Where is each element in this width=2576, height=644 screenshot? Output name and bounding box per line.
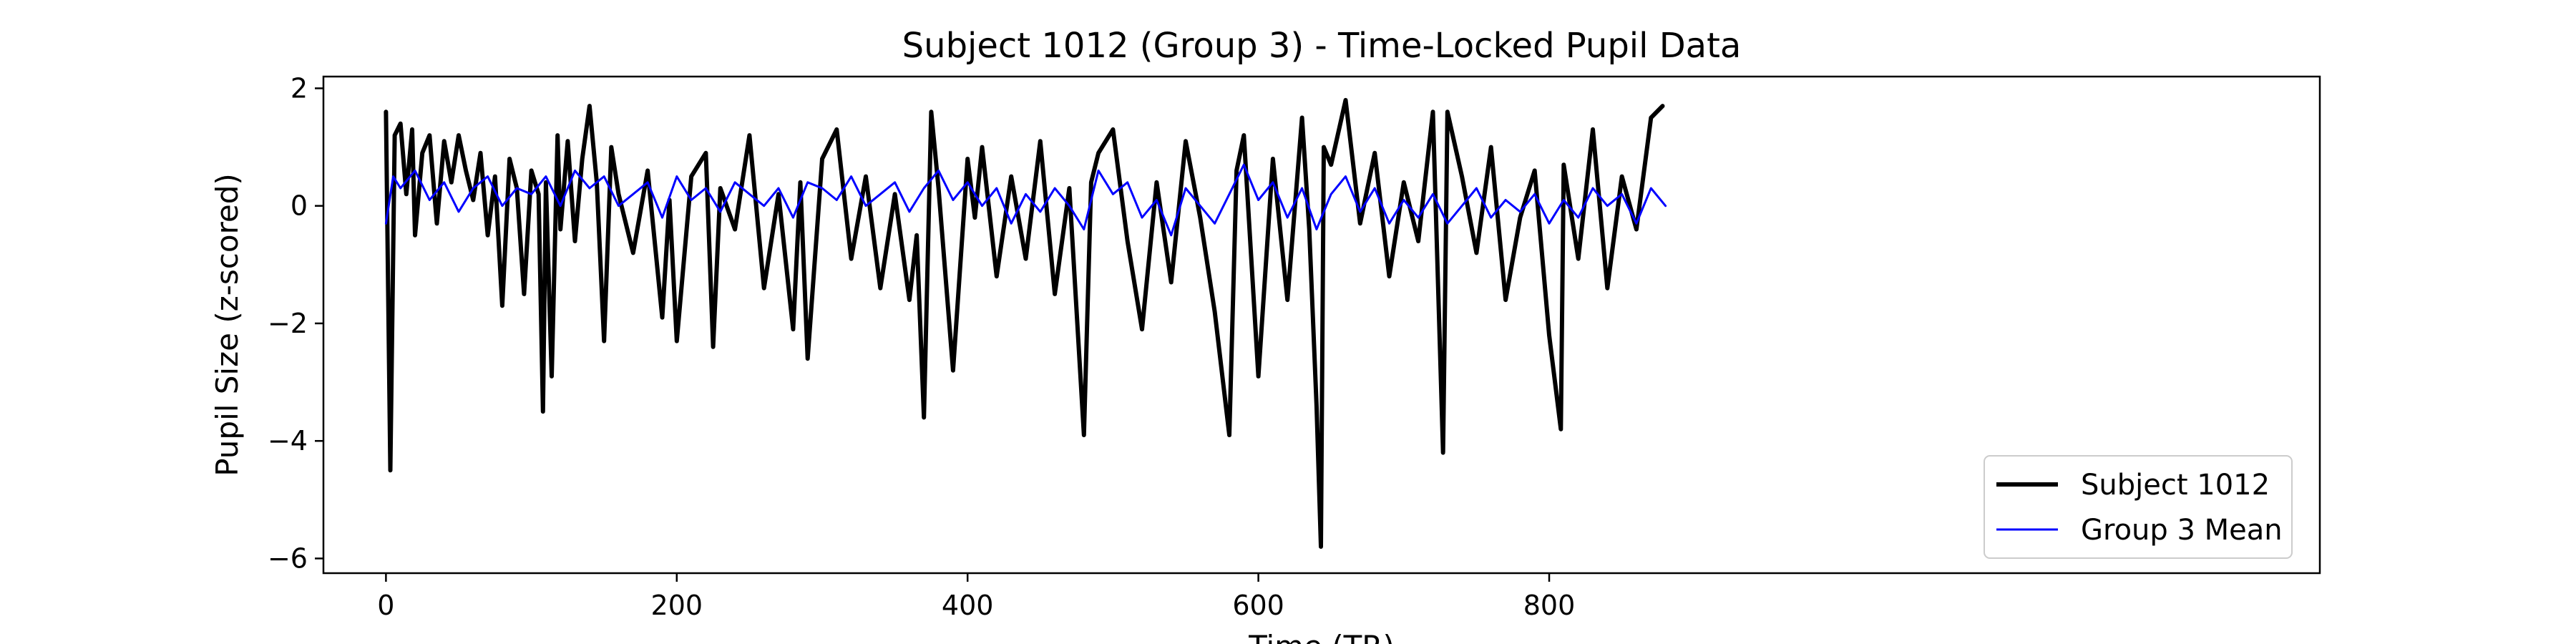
plot-frame — [322, 75, 2321, 575]
series-line-group-mean — [384, 163, 1667, 237]
x-tick-label: 400 — [942, 590, 994, 621]
chart-title: Subject 1012 (Group 3) - Time-Locked Pup… — [902, 26, 1742, 66]
y-tick-label: 0 — [291, 190, 308, 222]
y-tick-label: −4 — [268, 425, 308, 457]
legend-box — [1984, 455, 2293, 559]
x-tick-label: 600 — [1232, 590, 1284, 621]
series-line-subject — [384, 97, 1665, 549]
legend-label-group-mean: Group 3 Mean — [2081, 514, 2283, 547]
legend-label-subject: Subject 1012 — [2081, 469, 2270, 502]
y-tick-label: −2 — [268, 308, 308, 339]
y-axis: −6 −4 −2 0 2 — [268, 72, 323, 574]
legend: Subject 1012 Group 3 Mean — [1984, 455, 2293, 559]
x-axis: 0 200 400 600 800 — [377, 573, 1575, 621]
y-axis-label: Pupil Size (z-scored) — [210, 173, 245, 477]
x-tick-label: 800 — [1523, 590, 1576, 621]
y-tick-label: 2 — [291, 72, 308, 104]
y-tick-label: −6 — [268, 542, 308, 574]
x-axis-label: Time (TR) — [1248, 629, 1395, 644]
x-tick-label: 200 — [651, 590, 703, 621]
series-layer — [384, 97, 1667, 549]
x-tick-label: 0 — [377, 590, 394, 621]
